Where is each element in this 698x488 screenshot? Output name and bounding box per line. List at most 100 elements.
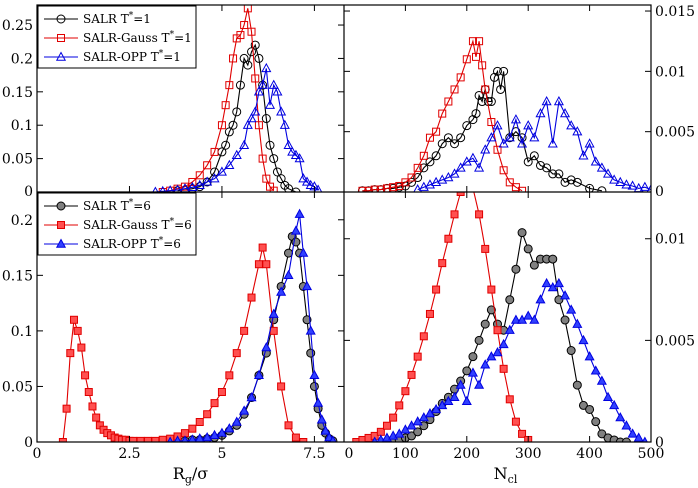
data-point-opp [455, 379, 466, 389]
data-point-opp [590, 156, 601, 166]
y-tick-label: 0.1 [11, 118, 33, 134]
data-point-gauss [478, 61, 487, 70]
data-point-opp [467, 367, 478, 377]
data-point-opp [517, 138, 528, 148]
data-point-opp [510, 314, 521, 324]
data-point-salr [309, 381, 319, 391]
panel-top-left [152, 5, 323, 192]
data-point-salr [261, 114, 271, 124]
legend-marker-gauss [57, 34, 65, 42]
data-point-opp [492, 120, 503, 130]
data-point-salr [407, 177, 417, 187]
data-point-opp [621, 420, 632, 430]
data-point-gauss [413, 163, 422, 172]
data-point-opp [202, 176, 213, 186]
data-point-salr [468, 352, 478, 362]
data-point-opp [253, 86, 264, 96]
data-point-gauss [376, 185, 385, 192]
data-point-opp [294, 153, 305, 163]
data-point-salr [291, 187, 301, 192]
data-point-salr [235, 80, 245, 90]
data-point-salr [269, 154, 279, 164]
data-point-opp [194, 179, 205, 190]
data-point-gauss [450, 210, 459, 219]
y-tick-label: 0.05 [2, 379, 33, 395]
data-point-salr [529, 151, 539, 161]
data-point-opp [261, 342, 272, 352]
y-tick-label: 0.1 [11, 324, 33, 340]
data-point-gauss [251, 74, 260, 83]
data-point-opp [320, 425, 331, 435]
data-point-salr [499, 66, 509, 76]
data-point-salr [254, 53, 264, 63]
legend-marker-salr [56, 14, 66, 24]
data-point-opp [268, 79, 279, 89]
data-point-gauss [254, 121, 263, 130]
data-point-salr [413, 427, 423, 437]
data-point-salr [272, 167, 282, 177]
data-point-salr [437, 139, 447, 149]
y-tick-label: 0 [24, 435, 33, 451]
data-point-opp [159, 185, 167, 192]
data-point-opp [646, 184, 651, 192]
data-point-gauss [291, 433, 300, 442]
data-point-salr [535, 160, 545, 170]
x-tick-label: 7.5 [303, 446, 325, 462]
data-point-opp [424, 179, 436, 189]
data-point-gauss [511, 417, 520, 426]
data-point-gauss [352, 438, 361, 442]
data-point-gauss [262, 260, 271, 269]
data-point-gauss [389, 413, 398, 422]
data-point-opp [316, 414, 327, 424]
legend-marker-opp [55, 238, 67, 248]
ticks-layer: 00.050.10.150.20.2500.0050.010.01500.050… [2, 4, 695, 462]
data-point-gauss [66, 349, 75, 358]
data-point-opp [305, 325, 316, 335]
data-point-opp [166, 185, 174, 192]
data-point-gauss [269, 186, 278, 192]
data-point-gauss [401, 178, 410, 187]
data-point-salr [554, 169, 564, 179]
data-point-opp [510, 114, 521, 124]
data-point-opp [272, 86, 283, 96]
data-point-salr [431, 151, 441, 161]
data-point-salr [306, 348, 316, 358]
data-point-salr [517, 228, 527, 238]
y-tick-label: 0 [24, 184, 33, 200]
data-point-opp [541, 95, 552, 106]
data-point-salr [597, 186, 607, 192]
data-point-opp [246, 112, 257, 123]
x-tick-label: 100 [392, 446, 419, 462]
legend-label-opp: SALR-OPP T*=1 [83, 49, 181, 64]
data-point-opp [474, 162, 485, 172]
data-point-salr [276, 174, 286, 184]
data-point-gauss [221, 101, 230, 110]
data-point-gauss [499, 166, 508, 175]
data-point-opp [584, 138, 595, 148]
data-point-opp [572, 318, 583, 328]
data-point-salr [529, 260, 539, 270]
data-point-gauss [225, 81, 234, 90]
data-point-opp [239, 139, 250, 149]
data-point-gauss [203, 410, 212, 419]
data-point-gauss [269, 326, 278, 335]
data-point-opp [376, 434, 385, 442]
data-point-gauss [358, 186, 367, 192]
data-point-opp [535, 108, 546, 118]
data-point-opp [467, 152, 478, 162]
data-point-opp [559, 290, 571, 300]
data-point-opp [455, 162, 466, 172]
data-point-opp [627, 180, 638, 190]
data-point-salr [496, 84, 506, 94]
data-point-salr [566, 346, 576, 356]
data-point-opp [231, 416, 242, 426]
data-point-gauss [217, 121, 226, 130]
legend-marker-gauss [57, 221, 65, 229]
data-point-salr [425, 157, 435, 167]
x-tick-label: 5 [217, 446, 226, 462]
data-point-gauss [258, 243, 267, 252]
data-point-opp [283, 269, 294, 280]
data-point-opp [602, 391, 614, 401]
data-point-salr [210, 167, 220, 177]
